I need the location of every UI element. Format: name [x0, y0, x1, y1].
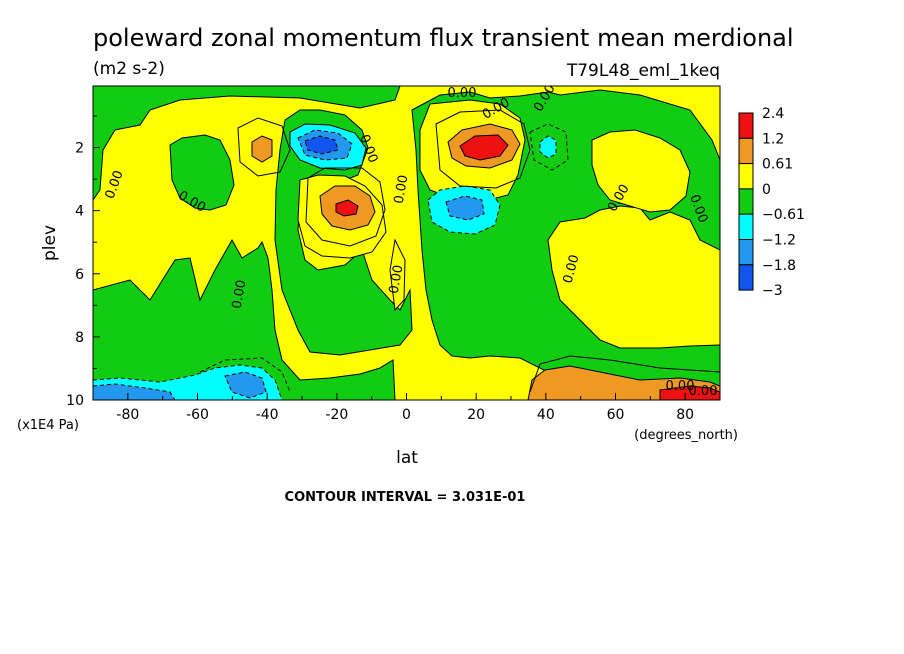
contour-label: 0.00	[689, 384, 718, 399]
contour-ring-c	[435, 109, 531, 189]
y-tick-label: 4	[75, 204, 84, 220]
run-label: T79L48_eml_1keq	[566, 61, 720, 81]
contour-ring-a	[237, 117, 291, 177]
colorbar-label: 2.4	[762, 106, 784, 122]
blob-pos-far-south-upper	[251, 135, 273, 163]
colorbar-label: 0	[762, 182, 771, 198]
region-green-left-lobe	[169, 134, 235, 211]
y-tick-label: 6	[75, 267, 84, 283]
y-tick-label: 2	[75, 141, 84, 157]
colorbar-swatch	[738, 112, 754, 139]
colorbar-label: −1.2	[762, 233, 796, 249]
contour-label: 0.00	[387, 264, 407, 295]
x-axis-title: lat	[396, 448, 418, 468]
contour-label: 0.00	[392, 174, 412, 205]
plot-area: 0.000.000.000.000.000.000.000.000.000.00…	[93, 86, 720, 400]
blob-pos-south-mid-core	[335, 199, 359, 217]
colorbar-label: −3	[762, 283, 783, 299]
y-axis-title: plev	[40, 225, 60, 261]
blob-pos-north-upper-core	[459, 134, 509, 161]
contour-ring-b	[305, 167, 386, 247]
colorbar-swatch	[738, 137, 754, 165]
colorbar-swatch	[738, 213, 754, 240]
y-units-label: (x1E4 Pa)	[17, 418, 79, 433]
region-yellow-mid-sliver	[389, 238, 406, 312]
contour-label: 0.00	[448, 86, 477, 101]
x-tick-label: -40	[256, 407, 279, 423]
contour-ring-d	[529, 355, 720, 393]
chart-title: poleward zonal momentum flux transient m…	[93, 24, 794, 52]
x-tick-label: 40	[537, 407, 555, 423]
contour-label: 0.00	[561, 253, 583, 285]
colorbar-label: 1.2	[762, 131, 784, 147]
colorbar-swatch	[738, 163, 754, 190]
blob-neg-north-mid-core	[445, 195, 485, 221]
contour-ring-e	[529, 123, 569, 171]
chart-units: (m2 s-2)	[93, 59, 165, 79]
x-tick-label: 0	[402, 407, 411, 423]
colorbar-swatch	[738, 188, 754, 215]
colorbar-swatch	[738, 239, 754, 266]
x-tick-label: -80	[116, 407, 139, 423]
x-units-label: (degrees_north)	[634, 428, 738, 443]
blob-neg-north-upper	[539, 135, 557, 159]
x-tick-label: -20	[325, 407, 348, 423]
blob-neg-sw-surface-core-a	[93, 383, 176, 400]
colorbar-swatch	[738, 264, 754, 291]
contour-label: 0.00	[666, 379, 695, 394]
contour-interval-note: CONTOUR INTERVAL = 3.031E-01	[285, 490, 526, 505]
colorbar-label: 0.61	[762, 157, 793, 173]
x-axis: -80 -60 -40 -20 0 20 40 60 80	[92, 393, 721, 423]
x-tick-label: 20	[467, 407, 485, 423]
blob-neg-sw-surface-core-b	[224, 371, 267, 399]
x-tick-label: 60	[607, 407, 625, 423]
blob-pos-north-surface-core	[659, 385, 720, 400]
colorbar: 2.4 1.2 0.61 0 −0.61 −1.2 −1.8 −3	[738, 106, 805, 299]
region-green-sw-center	[93, 238, 396, 400]
colorbar-label: −1.8	[762, 258, 796, 274]
region-green-nw	[93, 86, 401, 201]
x-tick-label: -60	[186, 407, 209, 423]
contour-label: 0.00	[230, 279, 250, 310]
region-yellow-ne-pocket	[591, 129, 691, 213]
colorbar-label: −0.61	[762, 207, 805, 223]
region-green-center-col	[274, 109, 413, 356]
blob-neg-south-upper-peak	[304, 135, 339, 155]
x-tick-label: 80	[676, 407, 694, 423]
y-tick-label: 10	[66, 393, 84, 409]
y-tick-label: 8	[75, 330, 84, 346]
contour-ring-f	[199, 357, 291, 393]
y-axis: 2 4 6 8 10	[66, 115, 100, 409]
